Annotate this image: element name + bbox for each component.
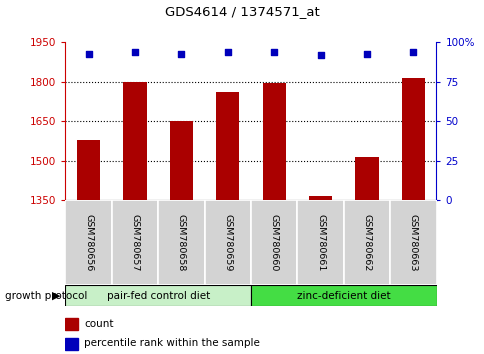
Bar (123, 82, 146, 200)
Bar (251, 285, 436, 306)
Text: GSM780658: GSM780658 (177, 214, 185, 271)
Text: zinc-deficient diet: zinc-deficient diet (296, 291, 390, 301)
Text: GSM780657: GSM780657 (130, 214, 139, 271)
Text: GSM780661: GSM780661 (316, 214, 324, 271)
Bar (262, 83, 285, 200)
Text: count: count (84, 319, 113, 329)
Text: GSM780662: GSM780662 (362, 214, 371, 271)
Bar (204, 200, 251, 285)
Text: percentile rank within the sample: percentile rank within the sample (84, 338, 259, 348)
Point (270, 49, 277, 55)
Point (363, 51, 370, 56)
Point (177, 51, 185, 56)
Text: pair-fed control diet: pair-fed control diet (106, 291, 210, 301)
Bar (65, 318, 78, 330)
Bar (355, 157, 378, 200)
Bar (401, 78, 424, 200)
Text: GSM780660: GSM780660 (269, 214, 278, 271)
Text: growth protocol: growth protocol (5, 291, 87, 301)
Bar (297, 200, 343, 285)
Bar (77, 139, 100, 200)
Point (224, 49, 231, 55)
Text: GDS4614 / 1374571_at: GDS4614 / 1374571_at (165, 5, 319, 18)
Bar (158, 200, 204, 285)
Point (131, 49, 138, 55)
Bar (308, 196, 332, 200)
Bar (216, 92, 239, 200)
Bar (343, 200, 389, 285)
Text: ▶: ▶ (51, 291, 60, 301)
Bar (65, 285, 251, 306)
Point (316, 52, 324, 58)
Bar (112, 200, 158, 285)
Bar (169, 121, 193, 200)
Bar (65, 338, 78, 350)
Text: GSM780663: GSM780663 (408, 214, 417, 271)
Bar (65, 200, 112, 285)
Text: GSM780656: GSM780656 (84, 214, 93, 271)
Text: GSM780659: GSM780659 (223, 214, 232, 271)
Bar (389, 200, 436, 285)
Point (85, 51, 92, 56)
Bar (251, 200, 297, 285)
Point (408, 49, 416, 55)
